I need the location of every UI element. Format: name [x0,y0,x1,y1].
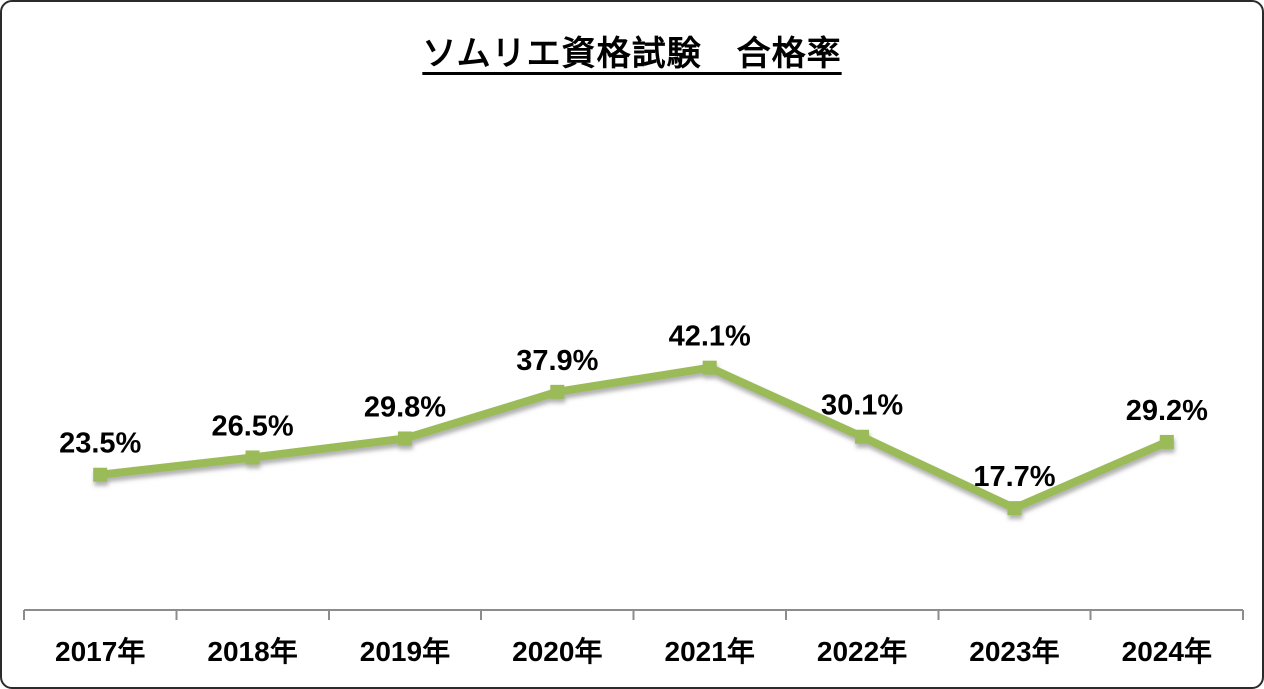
data-series [93,360,1174,516]
data-point-marker [702,360,717,375]
x-axis-line [23,609,1244,620]
data-point-label: 29.2% [1126,395,1208,427]
x-axis-label: 2017年 [55,635,145,667]
data-point-label: 37.9% [516,345,598,377]
x-axis-label: 2023年 [969,635,1059,667]
data-point-marker [550,384,565,399]
chart-title: ソムリエ資格試験 合格率 [422,35,842,73]
data-point-label: 30.1% [821,390,903,422]
x-axis [23,609,1244,620]
x-axis-label: 2019年 [360,635,450,667]
x-axis-label: 2022年 [817,635,907,667]
data-labels: 23.5% 26.5% 29.8% 37.9% 42.1% 30.1% 17.7% 29.2% [59,321,1208,493]
data-point-marker [397,431,412,446]
x-axis-label: 2018年 [207,635,297,667]
data-point-marker [1007,501,1022,516]
data-point-label: 26.5% [211,410,293,442]
data-point-marker [855,429,870,444]
x-axis-label: 2020年 [512,635,602,667]
x-axis-label: 2024年 [1122,635,1212,667]
data-point-marker [1159,434,1174,449]
x-axis-labels: 2017年 2018年 2019年 2020年 2021年 2022年 2023年 2024年 [55,635,1212,667]
x-axis-label: 2021年 [665,635,755,667]
data-point-marker [93,467,108,482]
data-point-label: 23.5% [59,428,141,460]
data-point-label: 29.8% [364,391,446,423]
series-line [96,363,1171,513]
data-point-label: 17.7% [973,461,1055,493]
data-point-marker [245,450,260,465]
data-point-label: 42.1% [669,321,751,353]
